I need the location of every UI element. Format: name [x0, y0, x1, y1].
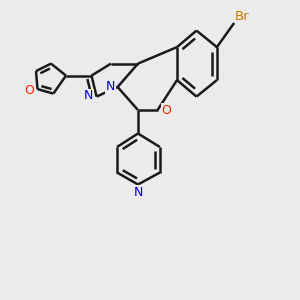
- Text: O: O: [24, 84, 34, 97]
- Text: O: O: [162, 103, 171, 117]
- Text: N: N: [133, 185, 143, 199]
- Text: N: N: [105, 80, 115, 93]
- Text: N: N: [83, 89, 93, 103]
- Text: Br: Br: [234, 10, 249, 22]
